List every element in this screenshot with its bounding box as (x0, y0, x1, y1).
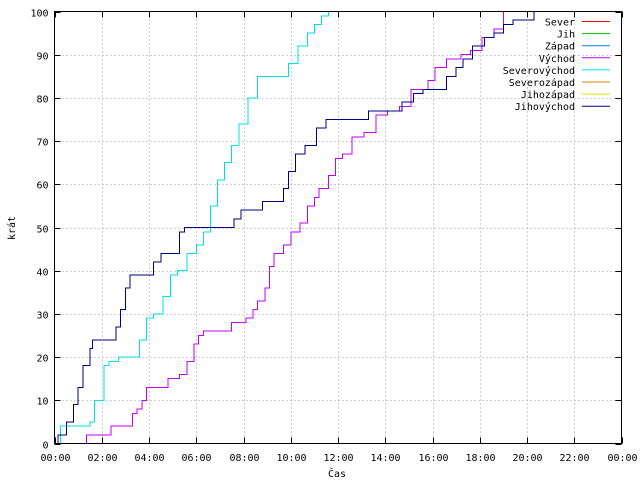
series-line-vychod (85, 11, 527, 444)
grid-lines (54, 11, 622, 444)
y-tick-label: 40 (36, 268, 48, 279)
series-line-severovychod (56, 11, 330, 444)
legend-label-jihovychod: Jihovýchod (515, 101, 575, 113)
x-tick-label: 12:00 (323, 453, 353, 464)
x-tick-label: 02:00 (87, 453, 117, 464)
x-axis-label: Čas (328, 467, 346, 480)
legend-label-jih: Jih (557, 30, 575, 41)
x-tick-label: 08:00 (229, 453, 259, 464)
axis-ticks: 0 10 20 30 40 50 60 70 80 90 100 00:00 02:00 04:00 06:… (30, 9, 637, 465)
legend-label-sever: Sever (545, 18, 575, 29)
series-lines (55, 11, 556, 444)
x-tick-label: 22:00 (559, 453, 589, 464)
y-tick-label: 0 (42, 441, 48, 452)
y-axis-label: krát (6, 216, 18, 240)
x-tick-label: 16:00 (418, 453, 448, 464)
y-tick-label: 90 (36, 52, 48, 63)
y-tick-label: 50 (36, 225, 48, 236)
x-tick-label: 06:00 (181, 453, 211, 464)
y-tick-label: 10 (36, 397, 48, 408)
x-tick-label: 04:00 (134, 453, 164, 464)
x-tick-label: 00:00 (40, 453, 70, 464)
legend-label-vychod: Východ (539, 53, 575, 65)
legend-label-jihozapad: Jihozápad (521, 89, 575, 101)
y-tick-label: 80 (36, 95, 48, 106)
y-tick-label: 30 (36, 311, 48, 322)
x-tick-label: 10:00 (276, 453, 306, 464)
series-line-jihovychod (55, 11, 556, 444)
legend-label-severovychod: Severovýchod (503, 65, 575, 77)
legend-label-zapad: Západ (545, 41, 575, 53)
x-tick-label: 20:00 (512, 453, 542, 464)
y-tick-label: 60 (36, 181, 48, 192)
legend: SeverJihZápadVýchodSeverovýchodSeverozáp… (503, 18, 610, 113)
legend-label-severozapad: Severozápad (509, 77, 575, 89)
x-tick-label: 00:00 (607, 453, 637, 464)
x-tick-label: 14:00 (370, 453, 400, 464)
x-tick-label: 18:00 (465, 453, 495, 464)
y-tick-label: 70 (36, 138, 48, 149)
y-tick-label: 100 (30, 9, 48, 20)
y-tick-label: 20 (36, 354, 48, 365)
